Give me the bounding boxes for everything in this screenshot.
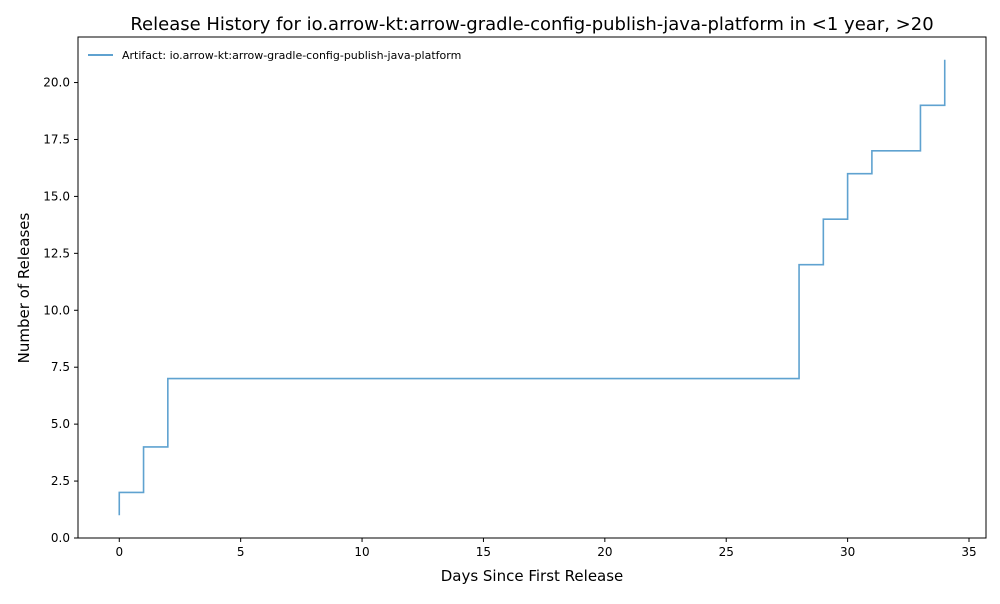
y-tick-label: 10.0 (43, 303, 70, 317)
plot-frame (77, 36, 987, 539)
x-tick-label: 20 (597, 545, 612, 559)
legend: Artifact: io.arrow-kt:arrow-gradle-confi… (88, 49, 461, 62)
y-tick-label: 5.0 (51, 417, 70, 431)
x-tick-label: 0 (115, 545, 123, 559)
x-tick-label: 15 (476, 545, 491, 559)
y-tick-label: 7.5 (51, 360, 70, 374)
series-line-0 (118, 59, 946, 516)
y-tick-label: 20.0 (43, 76, 70, 90)
plot-area (118, 59, 946, 516)
y-tick-label: 0.0 (51, 531, 70, 545)
x-tick-label: 25 (719, 545, 734, 559)
x-axis: 0 5 10 15 20 25 30 35 (115, 538, 977, 559)
y-tick-label: 2.5 (51, 474, 70, 488)
x-tick-label: 10 (354, 545, 369, 559)
y-tick-label: 15.0 (43, 189, 70, 203)
y-tick-label: 12.5 (43, 246, 70, 260)
y-axis-label: Number of Releases (15, 212, 33, 363)
y-tick-label: 17.5 (43, 132, 70, 146)
x-tick-label: 5 (237, 545, 245, 559)
legend-label: Artifact: io.arrow-kt:arrow-gradle-confi… (122, 49, 461, 62)
x-tick-label: 30 (840, 545, 855, 559)
chart-title: Release History for io.arrow-kt:arrow-gr… (130, 14, 933, 35)
x-axis-label: Days Since First Release (441, 567, 624, 585)
y-axis: 0.0 2.5 5.0 7.5 10.0 12.5 15.0 17.5 20.0 (43, 76, 78, 545)
x-tick-label: 35 (961, 545, 976, 559)
